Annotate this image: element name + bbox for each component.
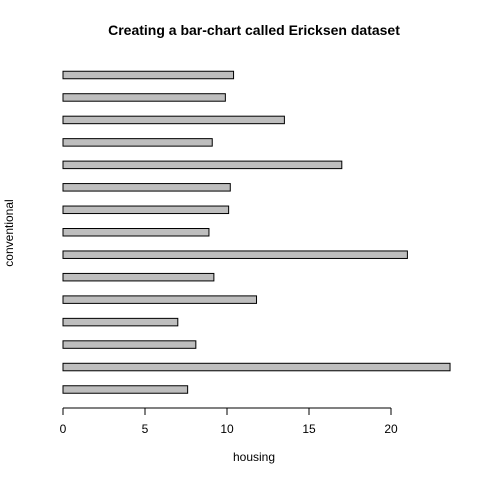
bar bbox=[62, 205, 230, 215]
bar bbox=[62, 295, 258, 304]
bar bbox=[62, 93, 226, 102]
x-tick-label: 5 bbox=[142, 422, 149, 436]
x-tick-label: 15 bbox=[302, 422, 316, 436]
bar bbox=[62, 362, 451, 372]
bar bbox=[62, 183, 231, 192]
x-tick-label: 10 bbox=[220, 422, 234, 436]
bar bbox=[62, 115, 285, 125]
bars-group bbox=[62, 70, 451, 394]
bar bbox=[62, 70, 235, 80]
bar bbox=[62, 138, 213, 147]
bar bbox=[62, 160, 343, 170]
bar bbox=[62, 317, 179, 327]
bar bbox=[62, 340, 197, 349]
y-axis-label: conventional bbox=[2, 199, 16, 266]
bar bbox=[62, 385, 189, 394]
x-axis: 0 5 10 15 20 bbox=[60, 407, 398, 436]
x-axis-label: housing bbox=[233, 450, 275, 464]
bar bbox=[62, 228, 210, 237]
chart-title: Creating a bar-chart called Ericksen dat… bbox=[108, 22, 400, 38]
bar bbox=[62, 250, 408, 259]
bar bbox=[62, 272, 215, 282]
x-tick-label: 20 bbox=[384, 422, 398, 436]
x-tick-label: 0 bbox=[60, 422, 67, 436]
